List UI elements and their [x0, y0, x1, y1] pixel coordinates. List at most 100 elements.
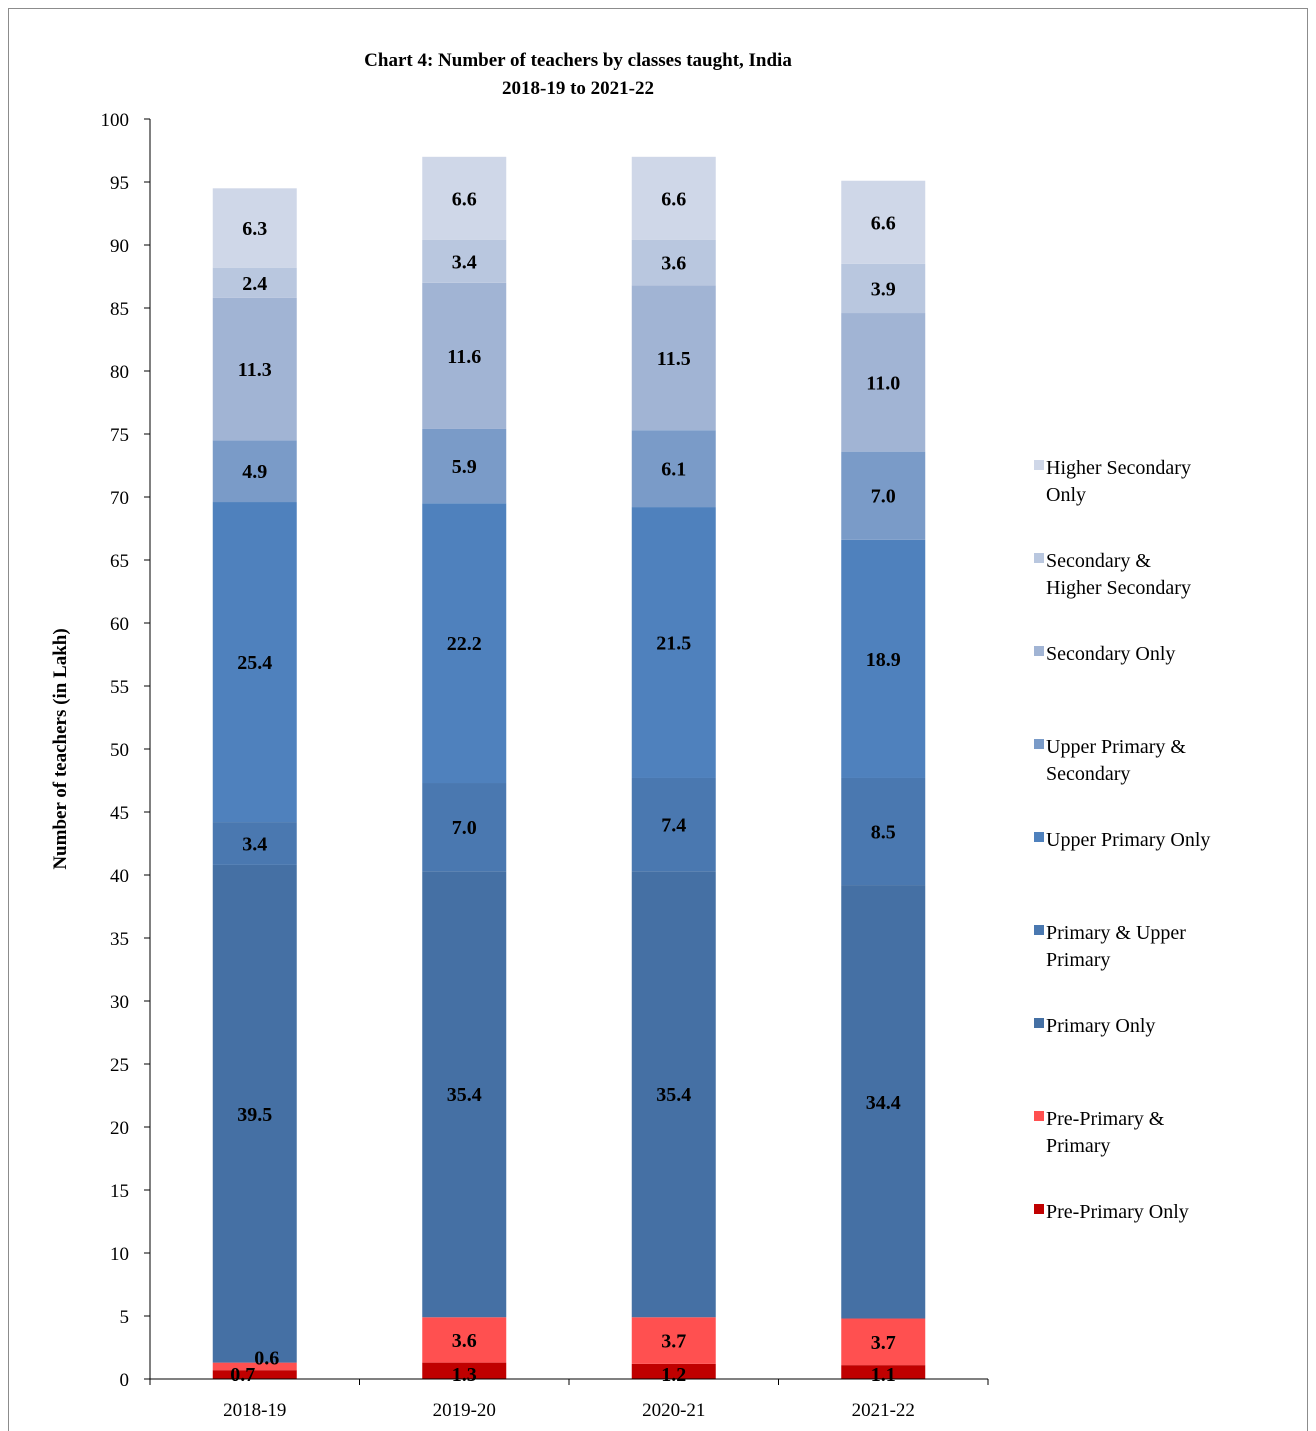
legend-label: Secondary — [1046, 763, 1130, 785]
axes-layer: 2018-19 2019-20 2020-21 2021-22 0 5 10 15 20 25 30… — [101, 110, 989, 1421]
bars-layer — [212, 156, 926, 1379]
data-label: 3.4 — [452, 251, 477, 273]
bar-segment-2019-20-upper-primary-only — [422, 503, 507, 784]
data-label: 11.6 — [447, 346, 481, 368]
bar-segment-2018-19-upper-primary-only — [212, 502, 297, 823]
bar-segment-2019-20-primary-only — [422, 871, 507, 1318]
legend-item-pre-primary-only: Pre-Primary Only — [1034, 1201, 1189, 1223]
y-tick-label: 55 — [110, 677, 129, 698]
bar-segment-2019-20-higher-secondary-only — [422, 156, 507, 240]
y-tick-label: 85 — [110, 299, 129, 320]
legend-swatch — [1034, 1204, 1044, 1214]
legend-label: Upper Primary Only — [1046, 829, 1210, 851]
bar-segment-2018-19-secondary-only — [212, 297, 297, 441]
bar-segment-2019-20-secondary-only — [422, 282, 507, 429]
legend-label: Primary — [1046, 949, 1110, 971]
legend-label: Primary Only — [1046, 1015, 1155, 1037]
x-tick-label: 2021-22 — [852, 1400, 915, 1421]
bar-segment-2018-19-pre-primary-primary — [212, 1362, 297, 1371]
legend-item-upper-primary-secondary: Upper Primary & Secondary — [1034, 736, 1186, 785]
bar-segment-2018-19-primary-upper-primary — [212, 822, 297, 865]
data-label: 1.3 — [452, 1364, 477, 1386]
bar-segment-2020-21-secondary-only — [631, 285, 716, 431]
legend: Higher Secondary Only Secondary & Higher Se… — [1034, 457, 1210, 1223]
y-tick-label: 80 — [110, 362, 129, 383]
data-label: 7.4 — [661, 815, 686, 837]
data-label: 18.9 — [866, 649, 901, 671]
bar-segment-2020-21-primary-only — [631, 871, 716, 1318]
data-label: 8.5 — [871, 822, 896, 844]
bar-segment-2021-22-higher-secondary-only — [841, 180, 926, 264]
legend-label: Pre-Primary & — [1046, 1108, 1165, 1130]
bar-segment-2018-19-secondary-higher-secondary — [212, 267, 297, 298]
data-label: 0.6 — [254, 1347, 279, 1369]
chart-title: Chart 4: Number of teachers by classes t… — [364, 50, 792, 99]
y-tick-label: 70 — [110, 488, 129, 509]
data-label: 3.9 — [871, 278, 896, 300]
legend-label: Higher Secondary — [1046, 457, 1191, 479]
chart-frame — [8, 8, 1308, 1431]
legend-item-upper-primary-only: Upper Primary Only — [1034, 829, 1210, 851]
legend-label: Secondary Only — [1046, 643, 1175, 665]
bar-segment-2020-21-pre-primary-only — [631, 1363, 716, 1379]
y-tick-label: 40 — [110, 866, 129, 887]
y-axis-label: Number of teachers (in Lakh) — [50, 628, 71, 869]
data-label: 35.4 — [447, 1084, 482, 1106]
bar-segment-2019-20-upper-primary-secondary — [422, 428, 507, 504]
legend-label: Primary — [1046, 1135, 1110, 1157]
data-label: 3.7 — [661, 1331, 686, 1353]
bar-segment-2019-20-pre-primary-primary — [422, 1317, 507, 1363]
bar-segment-2018-19-primary-only — [212, 864, 297, 1363]
bar-segment-2018-19-upper-primary-secondary — [212, 440, 297, 503]
data-label: 22.2 — [447, 633, 482, 655]
data-label: 7.0 — [452, 817, 477, 839]
chart-title-line-1: Chart 4: Number of teachers by classes t… — [364, 50, 792, 71]
y-tick-label: 35 — [110, 929, 129, 950]
data-label: 3.7 — [871, 1332, 896, 1354]
chart-title-line-2: 2018-19 to 2021-22 — [502, 78, 654, 99]
data-label: 6.6 — [452, 188, 477, 210]
legend-label: Secondary & — [1046, 550, 1151, 572]
bar-segment-2020-21-pre-primary-primary — [631, 1317, 716, 1364]
legend-swatch — [1034, 646, 1044, 656]
legend-item-higher-secondary-only: Higher Secondary Only — [1034, 457, 1191, 506]
legend-label: Pre-Primary Only — [1046, 1201, 1189, 1223]
y-tick-label: 10 — [110, 1244, 129, 1265]
data-label: 34.4 — [866, 1092, 901, 1114]
legend-item-primary-upper-primary: Primary & Upper Primary — [1034, 922, 1186, 971]
data-label: 3.6 — [661, 253, 686, 275]
data-label: 35.4 — [656, 1084, 691, 1106]
data-label: 3.6 — [452, 1330, 477, 1352]
bar-segment-2021-22-pre-primary-only — [841, 1365, 926, 1379]
y-tick-label: 5 — [120, 1307, 130, 1328]
data-label: 25.4 — [237, 652, 272, 674]
y-tick-label: 65 — [110, 551, 129, 572]
data-label: 4.9 — [242, 461, 267, 483]
data-label: 6.6 — [661, 188, 686, 210]
data-labels-layer: 0.70.6 39.5 3.4 25.4 4.9 11.3 2.4 6.3 1.3 3.6 35.4… — [230, 188, 901, 1386]
data-label: 39.5 — [237, 1104, 272, 1126]
bar-segment-2020-21-secondary-higher-secondary — [631, 239, 716, 286]
bar-segment-2018-19-pre-primary-only — [212, 1370, 297, 1379]
data-label: 1.2 — [661, 1364, 686, 1386]
y-tick-label: 75 — [110, 425, 129, 446]
bar-segment-2021-22-pre-primary-primary — [841, 1318, 926, 1366]
data-label: 0.7 — [230, 1364, 255, 1386]
legend-label: Primary & Upper — [1046, 922, 1186, 944]
data-label: 5.9 — [452, 456, 477, 478]
legend-label: Upper Primary & — [1046, 736, 1186, 758]
bar-segment-2020-21-primary-upper-primary — [631, 777, 716, 872]
y-tick-label: 25 — [110, 1055, 129, 1076]
y-tick-label: 20 — [110, 1118, 129, 1139]
y-tick-label: 45 — [110, 803, 129, 824]
x-tick-label: 2018-19 — [223, 1400, 286, 1421]
legend-swatch — [1034, 460, 1044, 470]
data-label: 11.5 — [657, 348, 691, 370]
bar-segment-2019-20-pre-primary-only — [422, 1362, 507, 1379]
data-label: 7.0 — [871, 486, 896, 508]
legend-item-secondary-only: Secondary Only — [1034, 643, 1175, 665]
data-label: 2.4 — [242, 273, 267, 295]
bar-segment-2021-22-secondary-only — [841, 313, 926, 452]
legend-label: Higher Secondary — [1046, 577, 1191, 599]
